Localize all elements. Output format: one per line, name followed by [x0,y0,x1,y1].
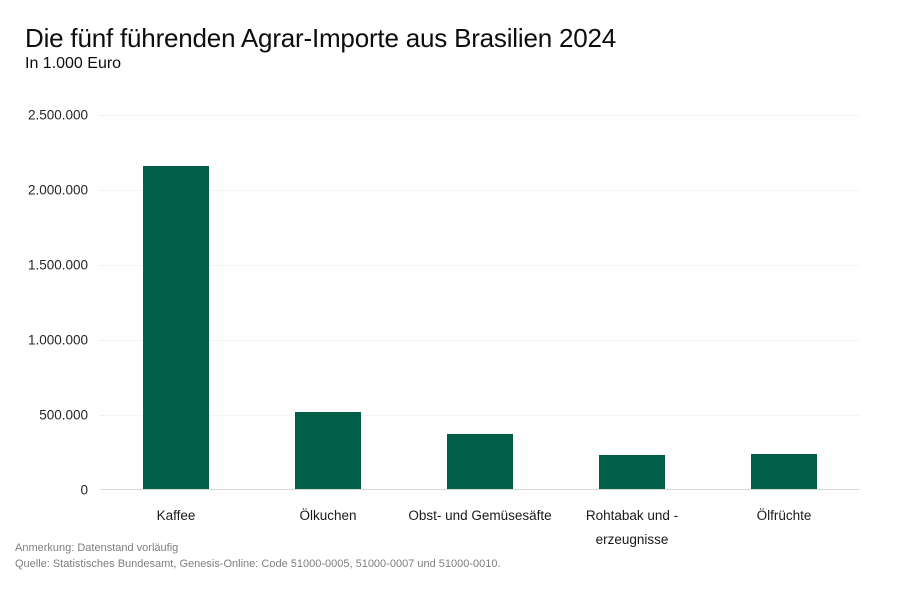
bar-slot [404,115,556,490]
y-axis: 0 500.000 1.000.000 1.500.000 2.000.000 2.500… [0,108,88,498]
bar-Ölfrüchte [751,454,817,490]
bar-slot [100,115,252,490]
x-axis-tick-label: Rohtabak und - erzeugnisse [585,508,679,548]
x-axis: Kaffee Ölkuchen Obst- und Gemüsesäfte Rohta… [100,504,860,553]
y-axis-tick-label: 1.500.000 [27,257,88,273]
x-axis-tick-label: Ölfrüchte [756,508,812,523]
bar-slot [708,115,860,490]
plot-area [100,115,860,490]
gridline [100,115,860,116]
gridline [100,340,860,341]
y-axis-tick-label: 2.500.000 [27,107,88,123]
bar-slot [252,115,404,490]
page-subtitle: In 1.000 Euro [25,55,122,72]
note-text: Anmerkung: Datenstand vorläufig [15,542,179,554]
bar-series [100,115,860,490]
y-axis-tick-label: 2.000.000 [27,182,88,198]
x-axis-tick-label: Obst- und Gemüsesäfte [408,508,552,523]
bar-Kaffee [143,166,209,490]
x-axis-baseline [100,489,860,490]
gridline [100,415,860,416]
x-axis-tick-label: Kaffee [156,508,196,523]
bar-Rohtabak und -erzeugnisse [599,455,665,490]
bar-slot [556,115,708,490]
bar-Obst- und Gemüsesäfte [447,433,513,490]
gridline [100,190,860,191]
source-text: Quelle: Statistisches Bundesamt, Genesis… [15,558,501,570]
page-title: Die fünf führenden Agrar-Importe aus Bra… [25,23,617,53]
y-axis-tick-label: 500.000 [39,407,88,423]
y-axis-tick-label: 1.000.000 [27,332,88,348]
bar-Ölkuchen [295,412,361,490]
y-axis-tick-label: 0 [80,482,88,498]
gridline [100,265,860,266]
x-axis-tick-label: Ölkuchen [299,508,357,523]
